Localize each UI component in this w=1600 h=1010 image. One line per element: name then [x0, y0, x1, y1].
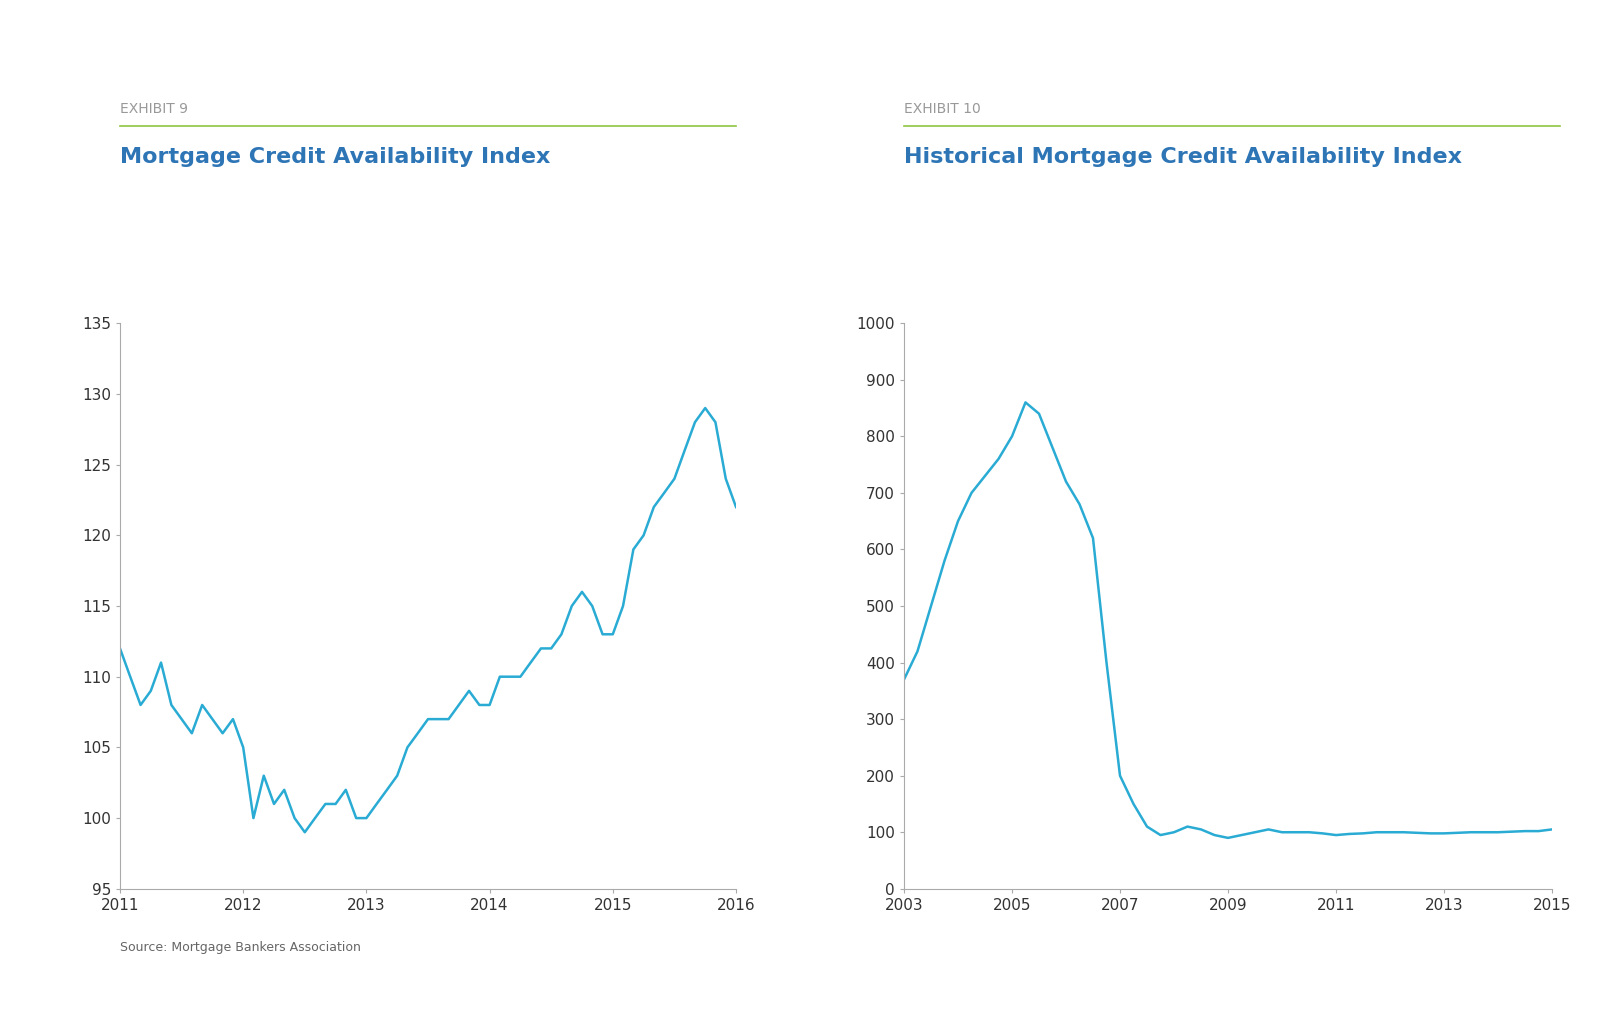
Text: Mortgage Credit Availability Index: Mortgage Credit Availability Index	[120, 146, 550, 167]
Text: EXHIBIT 9: EXHIBIT 9	[120, 102, 189, 116]
Text: Historical Mortgage Credit Availability Index: Historical Mortgage Credit Availability …	[904, 146, 1462, 167]
Text: EXHIBIT 10: EXHIBIT 10	[904, 102, 981, 116]
Text: Source: Mortgage Bankers Association: Source: Mortgage Bankers Association	[120, 941, 362, 954]
